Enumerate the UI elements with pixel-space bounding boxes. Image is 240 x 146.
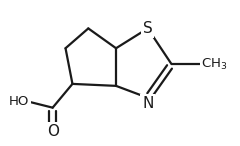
- Text: HO: HO: [8, 95, 29, 108]
- Text: O: O: [47, 124, 59, 139]
- Text: N: N: [142, 96, 153, 111]
- Text: S: S: [143, 21, 153, 36]
- Text: CH$_3$: CH$_3$: [201, 57, 228, 72]
